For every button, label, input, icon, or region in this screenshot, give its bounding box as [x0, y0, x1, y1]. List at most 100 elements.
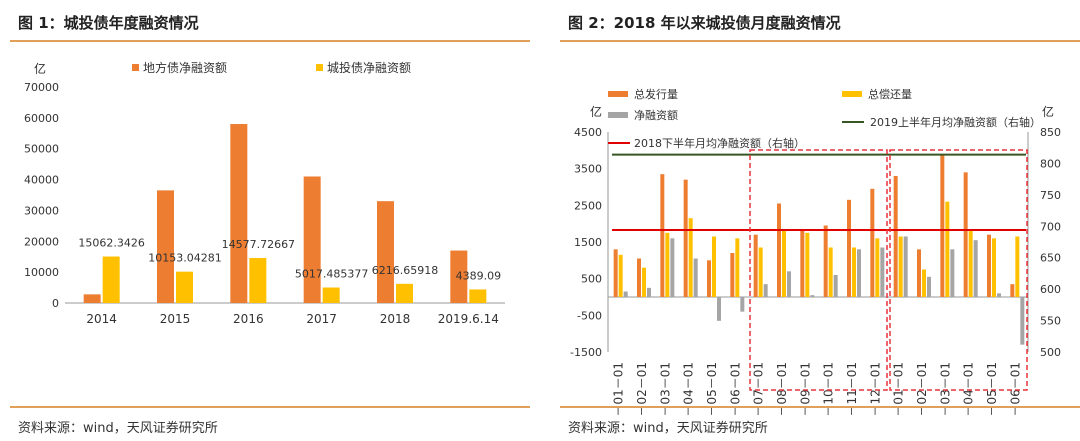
y2-tick-label: 750 — [1040, 189, 1061, 202]
data-label: 10153.04281 — [148, 252, 221, 265]
y-tick-label: 60000 — [24, 112, 59, 125]
bar-total-repayment — [665, 232, 670, 297]
bar-local-gov-bond — [230, 124, 248, 304]
bar-total-issuance — [753, 234, 758, 297]
bar-total-issuance — [847, 199, 851, 297]
figure-1-title: 图 1：城投债年度融资情况 — [18, 14, 199, 32]
source-rule — [10, 406, 530, 408]
bar-total-repayment — [642, 267, 646, 297]
highlight-box-2018h2 — [749, 149, 888, 391]
y-tick-label: 0 — [52, 297, 59, 310]
bar-chengtou-bond — [176, 271, 193, 303]
bar-net-financing — [717, 297, 721, 321]
data-label: 15062.3426 — [78, 237, 144, 250]
legend-label: 地方债净融资额 — [143, 60, 227, 75]
bar-total-issuance — [823, 225, 828, 297]
legend-label: 净融资额 — [634, 108, 678, 122]
bar-net-financing — [950, 249, 955, 297]
legend-swatch — [608, 91, 628, 97]
bar-total-repayment — [945, 201, 950, 297]
bar-total-issuance — [660, 174, 665, 297]
bar-chengtou-bond — [102, 256, 120, 303]
x-tick-label: 2018－11－01 — [845, 362, 859, 415]
data-label: 6216.65918 — [372, 264, 438, 277]
bar-total-repayment — [688, 218, 693, 297]
legend-swatch — [842, 91, 862, 97]
x-tick-label: 2018－07－01 — [752, 362, 766, 415]
highlight-box-2019h1 — [889, 149, 1028, 391]
y-tick-label: -500 — [577, 309, 602, 322]
x-tick-label: 2019－04－01 — [962, 362, 976, 415]
figure-2-title: 图 2：2018 年以来城投债月度融资情况 — [568, 14, 841, 32]
x-tick-label: 2018－01－01 — [612, 362, 626, 415]
x-tick-label: 2015 — [160, 312, 191, 326]
bar-total-repayment — [828, 247, 833, 297]
monthly-financing-chart: 亿 亿 -1500 -500 500 1500 2500 3500 4500 500 550 600 6… — [570, 87, 1061, 415]
bar-local-gov-bond — [450, 250, 468, 303]
x-tick-label: 2019－06－01 — [1008, 362, 1022, 415]
bar-total-issuance — [683, 179, 688, 297]
y-axis-unit: 亿 — [590, 104, 602, 119]
x-tick-label: 2019－03－01 — [938, 362, 952, 415]
legend-swatch — [132, 64, 139, 71]
y2-tick-label: 700 — [1040, 220, 1061, 233]
figure-2-source: 资料来源：wind，天风证券研究所 — [568, 421, 768, 436]
bar-net-financing — [763, 284, 768, 297]
bar-net-financing — [880, 247, 885, 297]
bar-chengtou-bond — [249, 258, 267, 303]
bar-total-issuance — [917, 249, 921, 297]
bar-total-repayment — [968, 229, 973, 297]
bar-total-repayment — [875, 238, 880, 297]
x-tick-label: 2018 — [380, 312, 411, 326]
x-tick-label: 2018－03－01 — [658, 362, 672, 415]
y2-tick-label: 650 — [1040, 252, 1061, 265]
bar-total-repayment — [922, 269, 926, 297]
bar-total-issuance — [777, 203, 781, 297]
legend-label: 城投债净融资额 — [327, 60, 411, 75]
x-tick-label: 2018－10－01 — [822, 362, 836, 415]
x-tick-label: 2018－06－01 — [728, 362, 742, 415]
y2-tick-label: 850 — [1040, 126, 1061, 139]
bar-net-financing — [670, 238, 675, 297]
y-tick-label: 500 — [581, 273, 602, 286]
bar-total-issuance — [963, 172, 968, 297]
y-tick-label: 20000 — [24, 235, 59, 248]
bar-local-gov-bond — [157, 190, 174, 303]
bar-net-financing — [810, 295, 815, 297]
bar-total-issuance — [730, 253, 735, 297]
y2-axis-unit: 亿 — [1042, 104, 1054, 119]
source-rule — [560, 406, 1080, 408]
x-tick-label: 2019－01－01 — [892, 362, 906, 415]
bar-net-financing — [903, 236, 908, 297]
bar-total-repayment — [618, 254, 623, 297]
legend-label: 2018下半年月均净融资额（右轴） — [634, 136, 805, 150]
annual-financing-chart: 亿 0 10000 20000 30000 40000 50000 60000 70000 地方债… — [24, 60, 505, 326]
bar-total-issuance — [940, 154, 945, 297]
bar-total-repayment — [1015, 236, 1020, 297]
y-tick-label: 40000 — [24, 174, 59, 187]
y2-tick-label: 800 — [1040, 157, 1061, 170]
x-tick-label: 2019－05－01 — [985, 362, 999, 415]
bar-net-financing — [693, 258, 698, 297]
y-tick-label: 50000 — [24, 143, 59, 156]
y-tick-label: -1500 — [570, 346, 602, 359]
data-label: 14577.72667 — [222, 238, 295, 251]
y-tick-label: 2500 — [574, 199, 602, 212]
x-tick-label: 2018－04－01 — [682, 362, 696, 415]
bar-net-financing — [833, 275, 838, 297]
y-tick-label: 1500 — [574, 236, 602, 249]
bar-net-financing — [623, 291, 628, 297]
x-tick-label: 2016 — [233, 312, 264, 326]
bar-total-issuance — [637, 258, 641, 297]
x-tick-label: 2018－12－01 — [868, 362, 882, 415]
y2-tick-label: 500 — [1040, 346, 1061, 359]
bar-net-financing — [1020, 297, 1025, 345]
bar-total-issuance — [800, 231, 805, 297]
y-axis-unit: 亿 — [34, 61, 46, 76]
data-label: 5017.485377 — [295, 268, 368, 281]
title-rule — [10, 40, 530, 42]
bar-net-financing — [857, 249, 861, 297]
bar-net-financing — [647, 287, 651, 297]
bar-total-issuance — [870, 188, 875, 297]
bar-total-repayment — [898, 236, 903, 297]
